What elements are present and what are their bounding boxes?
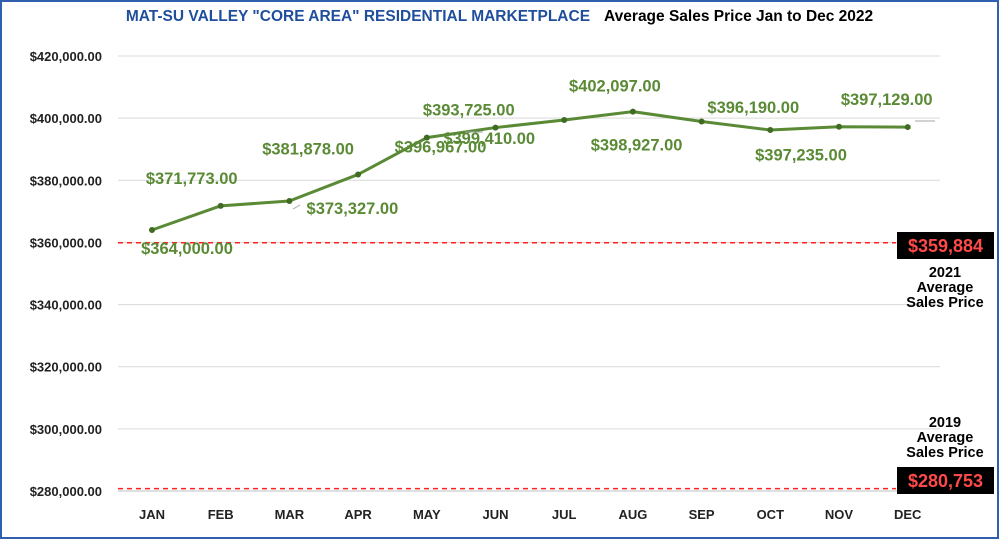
data-label: $397,129.00 <box>841 91 933 109</box>
data-label: $373,327.00 <box>307 200 399 218</box>
y-tick-label: $280,000.00 <box>30 484 102 499</box>
data-point <box>492 124 499 131</box>
data-point <box>561 116 568 123</box>
data-label: $397,235.00 <box>755 147 847 165</box>
reference-value-label: $280,753 <box>908 471 983 491</box>
reference-value-box <box>897 232 994 259</box>
chart-subtitle: Average Sales Price Jan to Dec 2022 <box>604 8 874 25</box>
y-tick-label: $320,000.00 <box>30 360 102 375</box>
data-point <box>217 202 224 209</box>
x-tick-label: NOV <box>825 507 854 522</box>
x-tick-label: DEC <box>894 507 922 522</box>
reference-value-box <box>897 467 994 494</box>
data-point <box>767 126 774 133</box>
data-point <box>355 171 362 178</box>
reference-caption: Sales Price <box>906 445 983 461</box>
x-tick-label: SEP <box>689 507 715 522</box>
data-point <box>423 134 430 141</box>
x-tick-label: MAR <box>275 507 305 522</box>
x-tick-label: FEB <box>208 507 234 522</box>
y-tick-label: $340,000.00 <box>30 298 102 313</box>
data-label: $396,967.00 <box>395 139 487 157</box>
data-point <box>904 124 911 131</box>
y-tick-label: $400,000.00 <box>30 111 102 126</box>
x-tick-label: AUG <box>618 507 647 522</box>
series-line <box>151 110 908 232</box>
reference-caption: 2021 <box>929 265 961 281</box>
reference-caption: Average <box>917 280 974 296</box>
reference-caption: Average <box>917 430 974 446</box>
reference-caption: Sales Price <box>906 295 983 311</box>
x-tick-label: MAY <box>413 507 441 522</box>
chart-title-main: MAT-SU VALLEY "CORE AREA" RESIDENTIAL MA… <box>125 8 591 25</box>
data-point <box>629 108 636 115</box>
data-label-leader <box>292 204 301 210</box>
x-tick-label: JAN <box>139 507 165 522</box>
data-label: $398,927.00 <box>591 136 683 154</box>
data-label: $371,773.00 <box>146 170 238 188</box>
x-tick-label: APR <box>344 507 372 522</box>
reference-caption: 2019 <box>929 415 961 431</box>
data-point <box>286 198 293 205</box>
x-tick-label: JUN <box>482 507 508 522</box>
data-label: $396,190.00 <box>707 99 799 117</box>
data-point <box>836 123 842 130</box>
data-label: $399,410.00 <box>443 130 535 148</box>
data-label: $381,878.00 <box>262 140 354 158</box>
data-point <box>149 227 155 233</box>
x-tick-label: JUL <box>552 507 577 522</box>
y-tick-label: $380,000.00 <box>30 173 102 188</box>
y-tick-label: $300,000.00 <box>30 422 102 437</box>
chart-title: MAT-SU VALLEY "CORE AREA" RESIDENTIAL MA… <box>0 8 999 26</box>
data-label: $364,000.00 <box>141 240 233 258</box>
reference-value-label: $359,884 <box>908 236 983 256</box>
data-point <box>698 118 705 125</box>
y-tick-label: $420,000.00 <box>30 49 102 64</box>
data-label: $402,097.00 <box>569 78 661 96</box>
data-label: $393,725.00 <box>423 102 515 120</box>
y-tick-label: $360,000.00 <box>30 235 102 250</box>
x-tick-label: OCT <box>757 507 785 522</box>
